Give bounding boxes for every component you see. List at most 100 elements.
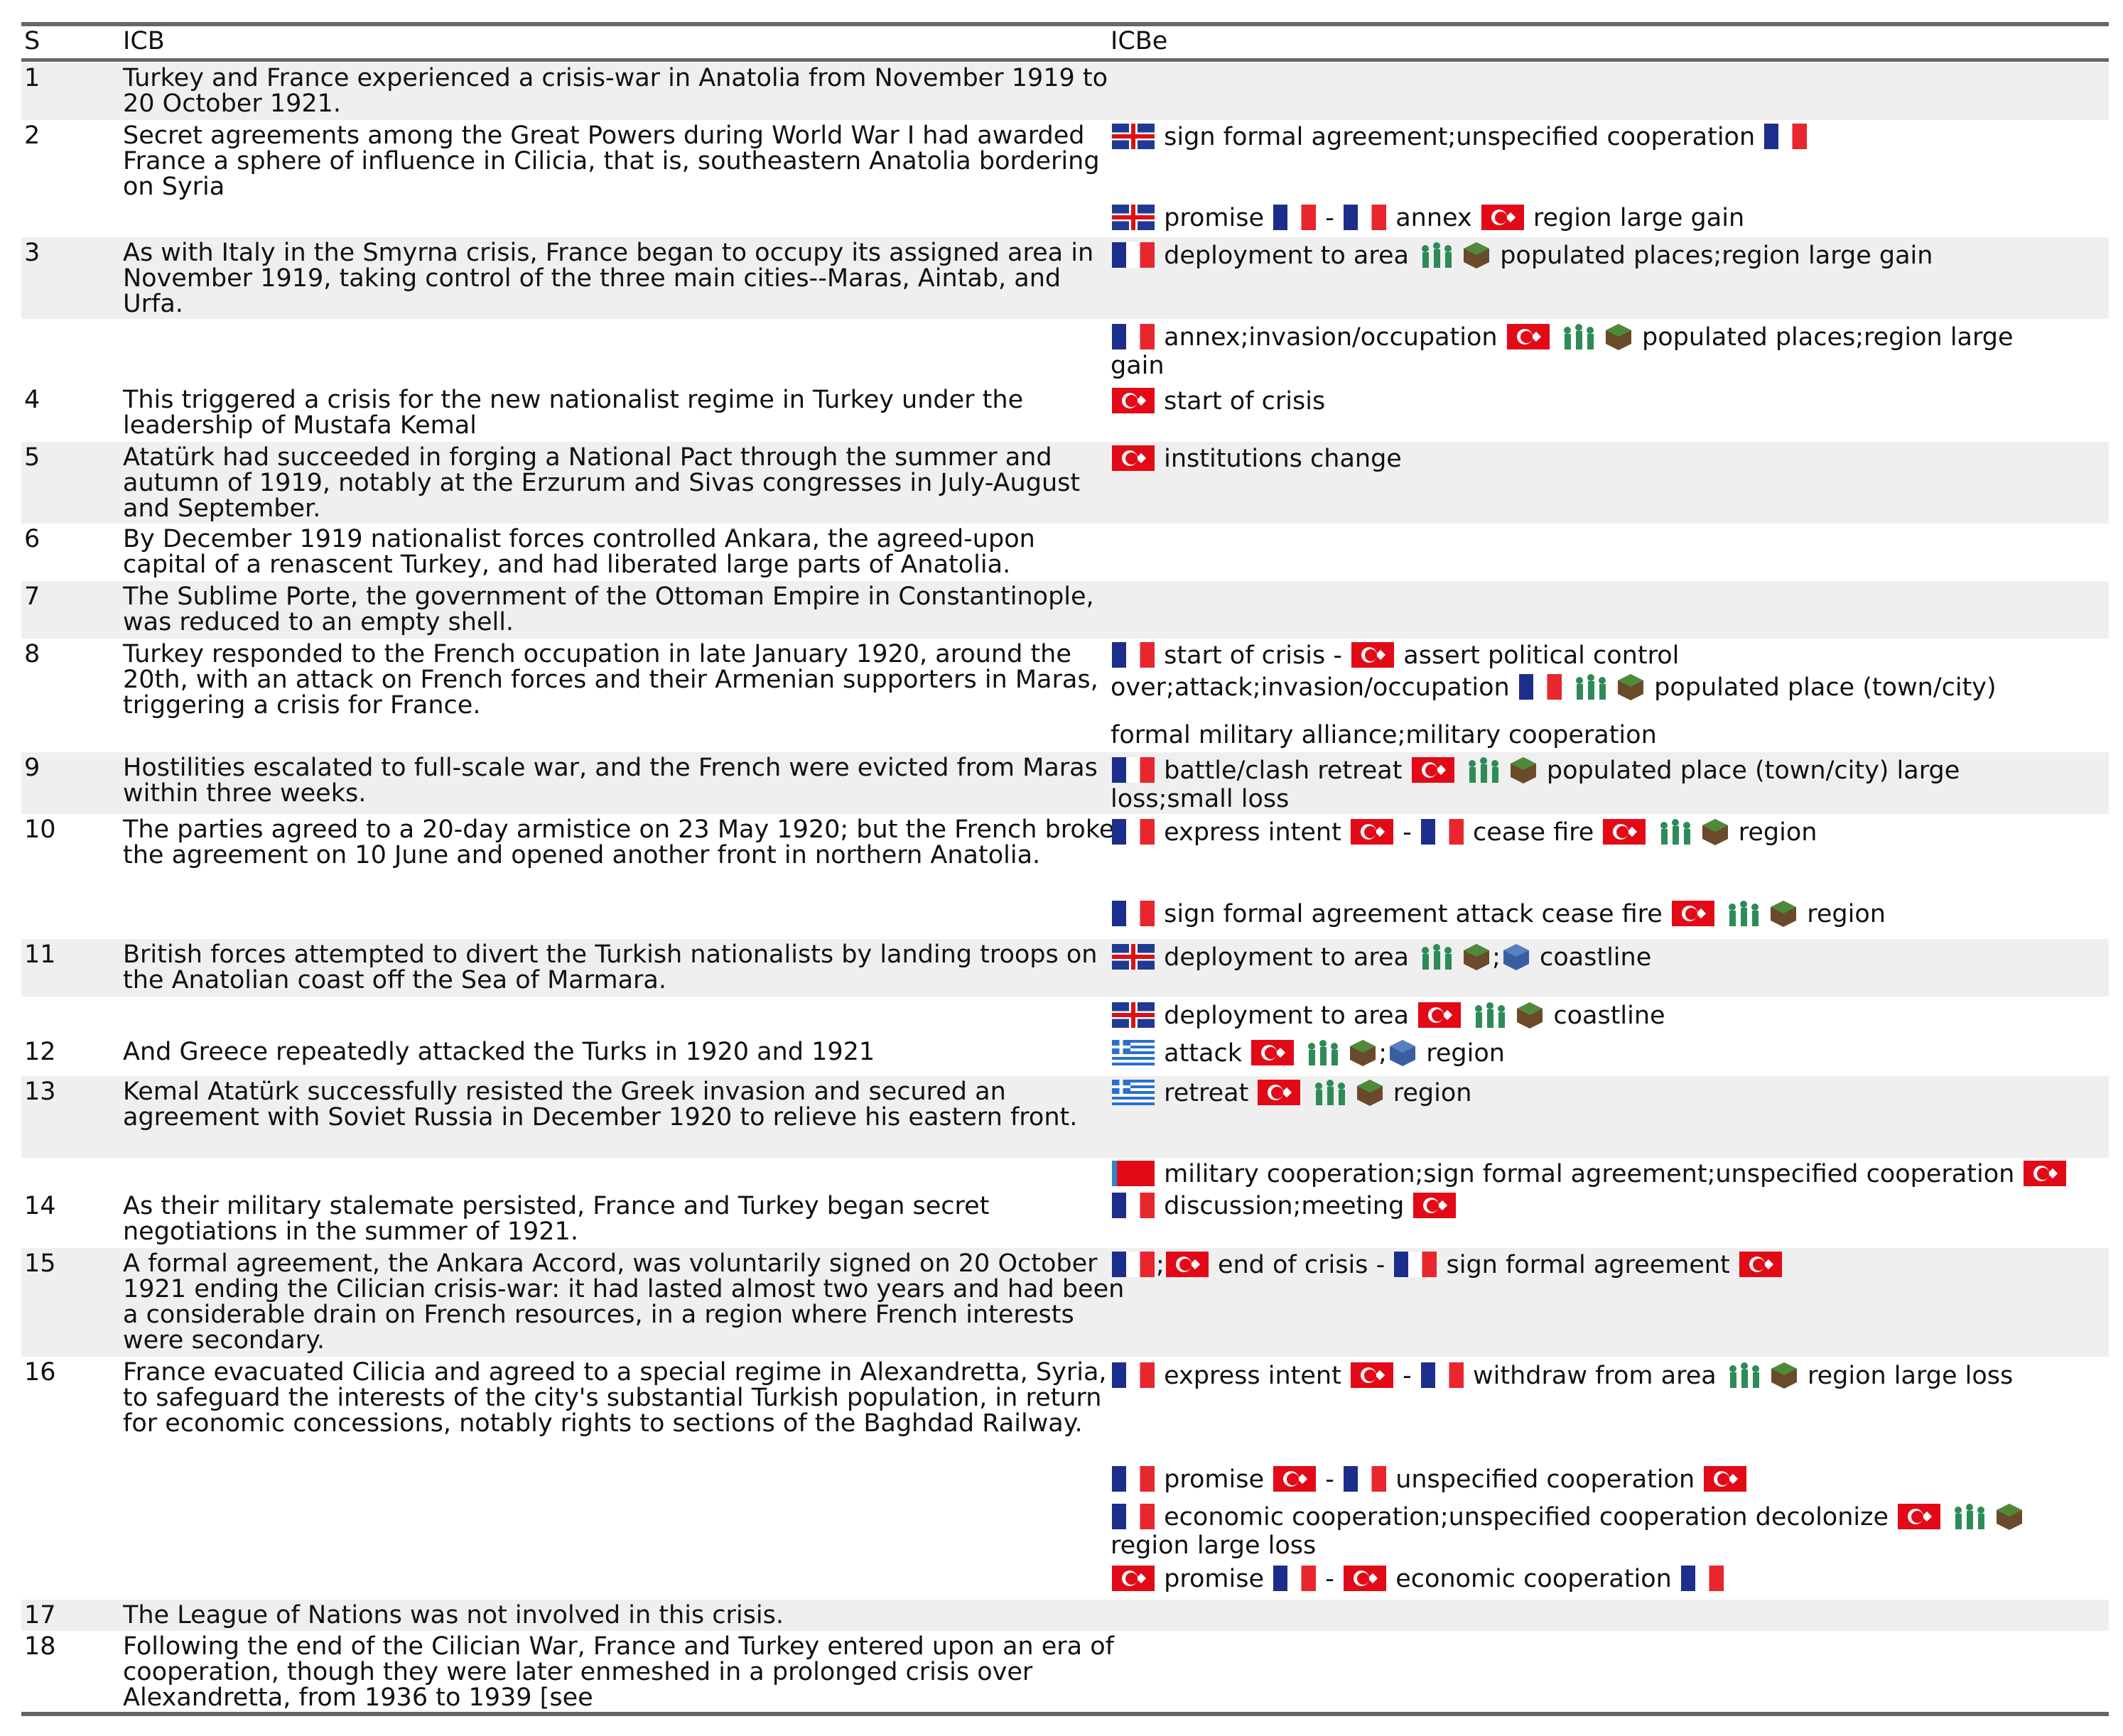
event-text: annex xyxy=(1395,204,1472,232)
soldiers-icon xyxy=(1660,819,1690,845)
turkey-flag-icon xyxy=(1273,1466,1317,1492)
row-number: 8 xyxy=(24,640,40,668)
event-text: region xyxy=(1426,1039,1505,1068)
event-text: formal military alliance;military cooper… xyxy=(1111,721,1657,749)
table-row: 17 The League of Nations was not involve… xyxy=(21,1600,2109,1631)
france-flag-icon xyxy=(1112,1362,1155,1388)
row-number: 3 xyxy=(24,239,40,267)
table-row: 5 Atatürk had succeeded in forging a Nat… xyxy=(21,442,2109,523)
soldiers-icon xyxy=(1729,1362,1759,1388)
top-rule xyxy=(21,22,2109,26)
header-s: S xyxy=(24,27,40,55)
row-number: 12 xyxy=(24,1038,56,1066)
turkey-flag-icon xyxy=(1350,1362,1393,1388)
turkey-flag-icon xyxy=(1739,1252,1782,1277)
france-flag-icon xyxy=(1518,674,1562,700)
table-row: 15 A formal agreement, the Ankara Accord… xyxy=(21,1248,2109,1357)
event-text: start of crisis xyxy=(1164,641,1326,670)
turkey-flag-icon xyxy=(1671,901,1714,926)
france-flag-icon xyxy=(1764,124,1808,149)
turkey-flag-icon xyxy=(1411,757,1454,783)
event-text: economic cooperation xyxy=(1395,1565,1672,1593)
turkey-flag-icon xyxy=(1165,1252,1209,1277)
table-row: 2 Secret agreements among the Great Powe… xyxy=(21,120,2109,237)
land-block-icon xyxy=(1464,242,1490,268)
event-text: retreat xyxy=(1164,1079,1249,1107)
event-text: gain xyxy=(1111,352,1165,380)
event-text: - xyxy=(1403,818,1412,847)
turkey-flag-icon xyxy=(1258,1080,1301,1105)
land-block-icon xyxy=(1702,819,1728,845)
france-flag-icon xyxy=(1394,1252,1437,1277)
uk-flag-icon xyxy=(1112,1002,1155,1028)
soldiers-icon xyxy=(1563,324,1594,349)
land-block-icon xyxy=(1356,1080,1383,1106)
event-text: - xyxy=(1325,1565,1334,1593)
row-icb-text: Atatürk had succeeded in forging a Natio… xyxy=(123,443,1081,523)
header-icb: ICB xyxy=(123,27,165,55)
turkey-flag-icon xyxy=(1413,1193,1457,1218)
france-flag-icon xyxy=(1112,1466,1155,1492)
header-rule xyxy=(21,58,2109,62)
row-number: 10 xyxy=(24,815,56,844)
row-number: 13 xyxy=(24,1078,56,1106)
table-header: S ICB ICBe xyxy=(21,28,2109,57)
event-text: over;attack;invasion/occupation xyxy=(1111,673,1510,702)
table-row: 6 By December 1919 nationalist forces co… xyxy=(21,523,2109,581)
row-number: 18 xyxy=(24,1632,56,1661)
table-row: 9 Hostilities escalated to full-scale wa… xyxy=(21,752,2109,814)
row-number: 1 xyxy=(24,64,40,92)
turkey-flag-icon xyxy=(1350,819,1393,845)
row-icb-text: By December 1919 nationalist forces cont… xyxy=(123,525,1035,579)
row-number: 2 xyxy=(24,121,40,150)
soldiers-icon xyxy=(1575,674,1606,700)
event-text: - xyxy=(1376,1251,1385,1279)
land-block-icon xyxy=(1510,757,1536,783)
event-text: - xyxy=(1325,204,1334,232)
greece-flag-icon xyxy=(1112,1080,1155,1105)
event-text: battle/clash retreat xyxy=(1164,756,1403,785)
france-flag-icon xyxy=(1112,757,1155,783)
row-number: 11 xyxy=(24,940,56,969)
row-number: 17 xyxy=(24,1601,56,1629)
event-text: deployment to area xyxy=(1164,943,1409,972)
row-icb-text: Hostilities escalated to full-scale war,… xyxy=(123,754,1098,808)
event-text: - xyxy=(1403,1362,1412,1390)
greece-flag-icon xyxy=(1112,1040,1155,1065)
land-block-icon xyxy=(1605,324,1631,350)
event-text: deployment to area xyxy=(1164,1002,1409,1030)
event-text: promise xyxy=(1164,1465,1264,1494)
event-text: economic cooperation;unspecified coopera… xyxy=(1164,1503,1889,1531)
table-row: 4 This triggered a crisis for the new na… xyxy=(21,384,2109,442)
table-row: annex;invasion/occupation populated plac… xyxy=(21,319,2109,384)
row-icb-text: Kemal Atatürk successfully resisted the … xyxy=(123,1078,1078,1132)
event-text: start of crisis xyxy=(1164,387,1326,416)
table-row: 1 Turkey and France experienced a crisis… xyxy=(21,63,2109,120)
event-text: ; xyxy=(1492,943,1501,972)
event-text: sign formal agreement;unspecified cooper… xyxy=(1164,123,1756,151)
event-text: express intent xyxy=(1164,818,1341,847)
land-block-icon xyxy=(1771,901,1797,927)
land-block-icon xyxy=(1464,944,1490,970)
row-number: 15 xyxy=(24,1249,56,1278)
event-text: sign formal agreement xyxy=(1446,1251,1730,1279)
event-text: ; xyxy=(1156,1251,1165,1279)
event-text: cease fire xyxy=(1473,818,1594,847)
table-row: deployment to area coastline xyxy=(21,997,2109,1036)
table-row: 8 Turkey responded to the French occupat… xyxy=(21,639,2109,752)
turkey-flag-icon xyxy=(1112,388,1155,413)
soldiers-icon xyxy=(1955,1504,1985,1529)
row-icb-text: The League of Nations was not involved i… xyxy=(123,1601,784,1629)
event-text: populated place (town/city) xyxy=(1654,673,1997,702)
france-flag-icon xyxy=(1112,901,1155,926)
event-text: region xyxy=(1807,900,1886,928)
uk-flag-icon xyxy=(1112,124,1155,149)
table-row: 11 British forces attempted to divert th… xyxy=(21,939,2109,997)
table-row: 12 And Greece repeatedly attacked the Tu… xyxy=(21,1036,2109,1076)
event-text: assert political control xyxy=(1403,641,1680,670)
france-flag-icon xyxy=(1420,1362,1464,1388)
table-row: 14 As their military stalemate persisted… xyxy=(21,1190,2109,1248)
table-row: 3 As with Italy in the Smyrna crisis, Fr… xyxy=(21,237,2109,319)
row-icb-text: The parties agreed to a 20-day armistice… xyxy=(123,815,1115,869)
uk-flag-icon xyxy=(1112,205,1155,230)
